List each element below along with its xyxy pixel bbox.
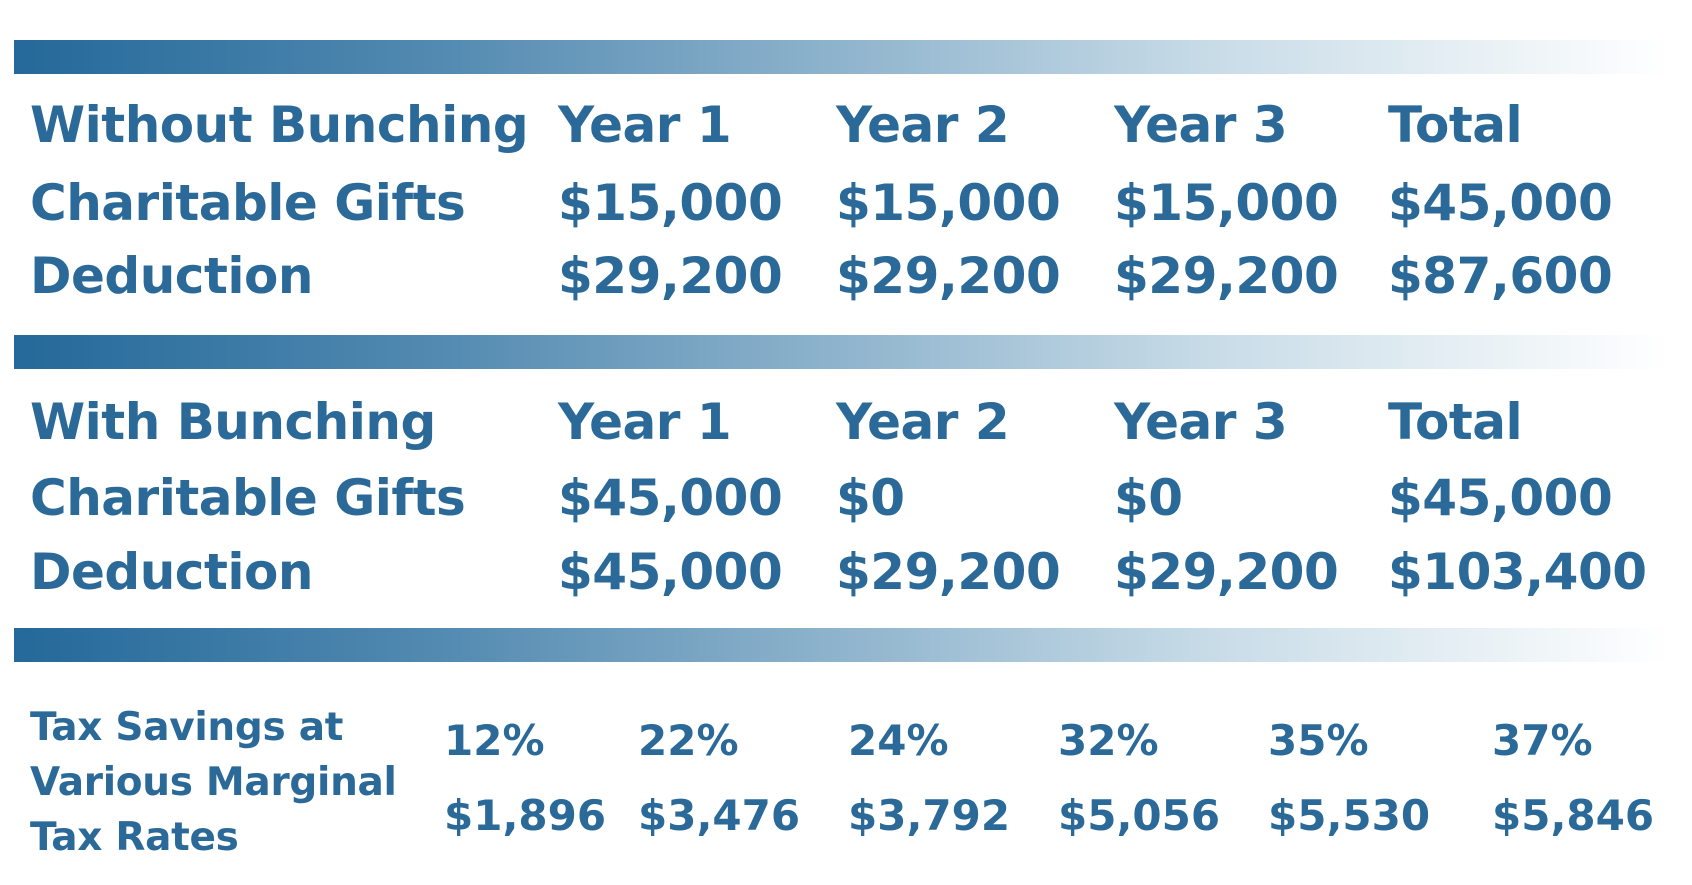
- rate-32: 32%: [1058, 716, 1159, 765]
- row-label-deduction: Deduction: [30, 247, 313, 305]
- separator-bar-top: [14, 40, 1669, 74]
- header-year-2: Year 2: [836, 393, 1010, 451]
- row-label-charitable-gifts: Charitable Gifts: [30, 174, 466, 232]
- gifts-year-1: $45,000: [558, 469, 783, 527]
- rate-12: 12%: [444, 716, 545, 765]
- gifts-year-3: $0: [1114, 469, 1183, 527]
- savings-24: $3,792: [848, 791, 1011, 840]
- rate-22: 22%: [638, 716, 739, 765]
- deduction-year-3: $29,200: [1114, 543, 1339, 601]
- section-title-with-bunching: With Bunching: [30, 393, 436, 451]
- rate-24: 24%: [848, 716, 949, 765]
- separator-bar-bottom: [14, 628, 1669, 662]
- tax-savings-label-line-3: Tax Rates: [30, 815, 239, 860]
- header-total: Total: [1388, 393, 1523, 451]
- rate-37: 37%: [1492, 716, 1593, 765]
- gifts-total: $45,000: [1388, 469, 1613, 527]
- header-year-1: Year 1: [558, 96, 732, 154]
- gifts-total: $45,000: [1388, 174, 1613, 232]
- header-year-2: Year 2: [836, 96, 1010, 154]
- deduction-year-1: $45,000: [558, 543, 783, 601]
- header-year-1: Year 1: [558, 393, 732, 451]
- gifts-year-1: $15,000: [558, 174, 783, 232]
- deduction-year-2: $29,200: [836, 543, 1061, 601]
- deduction-total: $103,400: [1388, 543, 1647, 601]
- savings-22: $3,476: [638, 791, 801, 840]
- tax-savings-label-line-2: Various Marginal: [30, 760, 397, 805]
- gifts-year-3: $15,000: [1114, 174, 1339, 232]
- gifts-year-2: $15,000: [836, 174, 1061, 232]
- deduction-year-3: $29,200: [1114, 247, 1339, 305]
- savings-12: $1,896: [444, 791, 607, 840]
- row-label-deduction: Deduction: [30, 543, 313, 601]
- savings-35: $5,530: [1268, 791, 1431, 840]
- header-year-3: Year 3: [1114, 96, 1288, 154]
- savings-32: $5,056: [1058, 791, 1221, 840]
- gifts-year-2: $0: [836, 469, 905, 527]
- section-title-without-bunching: Without Bunching: [30, 96, 529, 154]
- tax-savings-label-line-1: Tax Savings at: [30, 705, 344, 750]
- separator-bar-middle: [14, 335, 1669, 369]
- rate-35: 35%: [1268, 716, 1369, 765]
- deduction-year-2: $29,200: [836, 247, 1061, 305]
- savings-37: $5,846: [1492, 791, 1655, 840]
- row-label-charitable-gifts: Charitable Gifts: [30, 469, 466, 527]
- deduction-total: $87,600: [1388, 247, 1613, 305]
- header-total: Total: [1388, 96, 1523, 154]
- header-year-3: Year 3: [1114, 393, 1288, 451]
- deduction-year-1: $29,200: [558, 247, 783, 305]
